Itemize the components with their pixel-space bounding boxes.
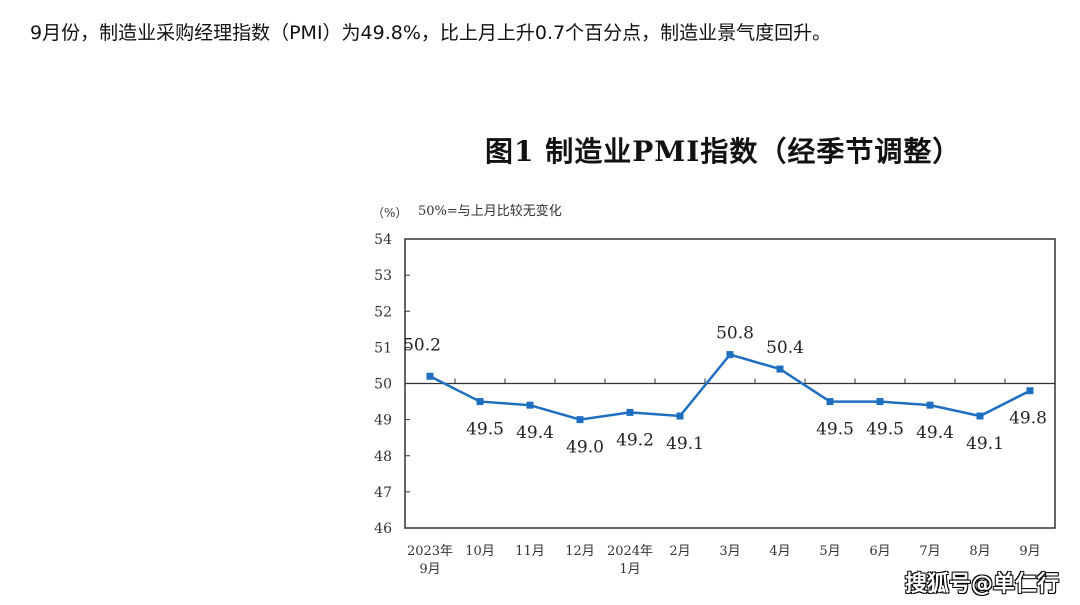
data-point <box>826 398 834 406</box>
y-tick-label: 51 <box>374 340 392 356</box>
x-tick-label: 2024年 <box>607 544 653 559</box>
data-point <box>726 351 734 359</box>
y-tick-label: 48 <box>374 449 392 465</box>
x-tick-label: 4月 <box>769 544 790 559</box>
x-tick-label: 11月 <box>515 544 545 559</box>
y-unit-label: （%） <box>372 206 407 220</box>
data-label: 50.4 <box>766 338 804 358</box>
data-label: 49.5 <box>866 420 904 440</box>
data-point <box>1026 387 1034 395</box>
data-point <box>626 408 634 416</box>
x-tick-label: 2023年 <box>407 544 453 559</box>
data-label: 49.8 <box>1009 409 1047 429</box>
data-point <box>576 416 584 424</box>
data-label: 49.5 <box>466 420 504 440</box>
x-tick-label: 8月 <box>969 544 990 559</box>
data-label: 49.2 <box>616 430 654 450</box>
data-point <box>776 365 784 373</box>
data-label: 49.1 <box>966 434 1004 454</box>
data-label: 49.0 <box>566 438 604 458</box>
x-tick-label: 1月 <box>619 562 640 577</box>
annotation: 50%=与上月比较无变化 <box>418 203 562 219</box>
x-tick-label: 5月 <box>819 544 840 559</box>
data-point <box>426 372 434 380</box>
y-tick-label: 47 <box>374 485 392 501</box>
y-tick-label: 54 <box>374 232 392 248</box>
y-tick-label: 53 <box>374 268 392 284</box>
data-label: 49.4 <box>516 423 554 443</box>
x-tick-label: 12月 <box>565 544 595 559</box>
data-label: 50.8 <box>716 324 754 344</box>
x-tick-label: 3月 <box>719 544 740 559</box>
x-tick-label: 9月 <box>419 562 440 577</box>
x-tick-label: 9月 <box>1019 544 1040 559</box>
x-tick-label: 7月 <box>919 544 940 559</box>
data-point <box>526 401 534 409</box>
watermark: 搜狐号@单仁行 <box>905 572 1060 597</box>
series-line <box>429 353 1031 421</box>
data-label: 49.1 <box>666 434 704 454</box>
x-tick-label: 2月 <box>669 544 690 559</box>
data-label: 50.2 <box>403 335 441 355</box>
y-tick-label: 46 <box>374 521 392 537</box>
y-tick-label: 49 <box>374 413 392 429</box>
x-tick-label: 10月 <box>465 544 495 559</box>
chart-title: 图1 制造业PMI指数（经季节调整） <box>485 135 962 168</box>
x-tick-label: 6月 <box>869 544 890 559</box>
data-label: 49.4 <box>916 423 954 443</box>
data-point <box>676 412 684 420</box>
data-point <box>876 398 884 406</box>
y-tick-label: 52 <box>374 304 392 320</box>
data-point <box>476 398 484 406</box>
y-tick-label: 50 <box>374 377 392 393</box>
data-label: 49.5 <box>816 420 854 440</box>
data-point <box>976 412 984 420</box>
data-point <box>926 401 934 409</box>
headline: 9月份，制造业采购经理指数（PMI）为49.8%，比上月上升0.7个百分点，制造… <box>30 22 832 44</box>
